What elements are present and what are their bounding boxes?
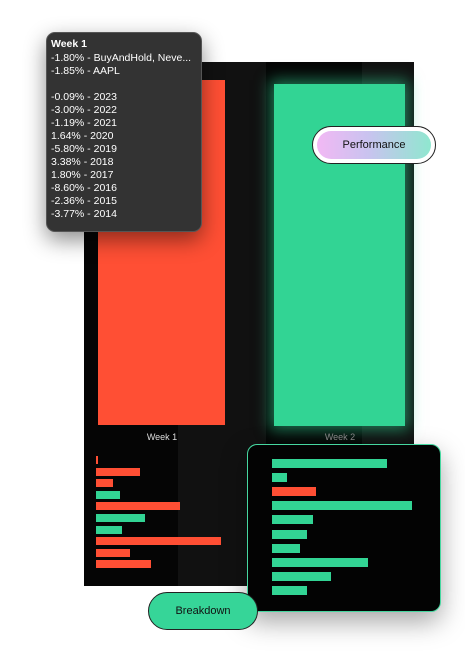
- x-tick-week-1: Week 1: [146, 432, 178, 442]
- tooltip-line: -0.09% - 2023: [51, 91, 117, 103]
- breakdown-bar-week-2[interactable]: [272, 543, 300, 553]
- week-tooltip: Week 1 -1.80% - BuyAndHold, Neve... -1.85…: [46, 32, 202, 232]
- breakdown-bar-week-2[interactable]: [272, 515, 314, 525]
- tooltip-line: -8.60% - 2016: [51, 182, 117, 194]
- tooltip-line: -1.19% - 2021: [51, 117, 117, 129]
- breakdown-bar-week-1[interactable]: [96, 456, 98, 464]
- breakdown-bar-week-2[interactable]: [272, 459, 387, 468]
- breakdown-bar-week-1[interactable]: [96, 537, 221, 546]
- tooltip-line: -1.80% - BuyAndHold, Neve...: [51, 52, 192, 64]
- breakdown-bar-week-1[interactable]: [96, 467, 140, 476]
- tooltip-lines: -1.80% - BuyAndHold, Neve... -1.85% - AAP…: [51, 52, 201, 221]
- tooltip-line: -1.85% - AAPL: [51, 65, 120, 77]
- tooltip-line: -5.80% - 2019: [51, 143, 117, 155]
- breakdown-bar-week-1[interactable]: [96, 525, 123, 534]
- tooltip-line: 1.64% - 2020: [51, 130, 114, 142]
- breakdown-bar-week-1[interactable]: [96, 514, 146, 522]
- breakdown-bar-week-2[interactable]: [272, 501, 412, 511]
- breakdown-bar-week-2[interactable]: [272, 571, 331, 581]
- tooltip-line: 3.38% - 2018: [51, 156, 114, 168]
- tooltip-title: Week 1: [51, 38, 87, 50]
- breakdown-bar-week-2[interactable]: [272, 529, 308, 539]
- breakdown-bar-week-1[interactable]: [96, 490, 120, 499]
- breakdown-button[interactable]: Breakdown: [148, 592, 258, 630]
- tooltip-line: 1.80% - 2017: [51, 169, 114, 181]
- breakdown-bar-week-1[interactable]: [96, 548, 131, 557]
- tooltip-line: -3.00% - 2022: [51, 104, 117, 116]
- tooltip-line: -2.36% - 2015: [51, 195, 117, 207]
- x-tick-week-2: Week 2: [324, 432, 356, 442]
- breakdown-bar-week-2[interactable]: [272, 585, 308, 595]
- breakdown-bar-week-1[interactable]: [96, 502, 181, 511]
- tooltip-gap: [51, 78, 201, 91]
- breakdown-bar-week-2[interactable]: [272, 473, 287, 483]
- breakdown-bar-week-2[interactable]: [272, 487, 317, 497]
- tooltip-line: -3.77% - 2014: [51, 208, 117, 220]
- breakdown-bar-week-1[interactable]: [96, 479, 114, 488]
- performance-label: Performance: [317, 131, 431, 159]
- breakdown-bar-week-1[interactable]: [96, 560, 151, 569]
- breakdown-bar-week-2[interactable]: [272, 557, 368, 567]
- breakdown-panel-week-2[interactable]: [247, 444, 441, 612]
- performance-button[interactable]: Performance: [312, 126, 436, 164]
